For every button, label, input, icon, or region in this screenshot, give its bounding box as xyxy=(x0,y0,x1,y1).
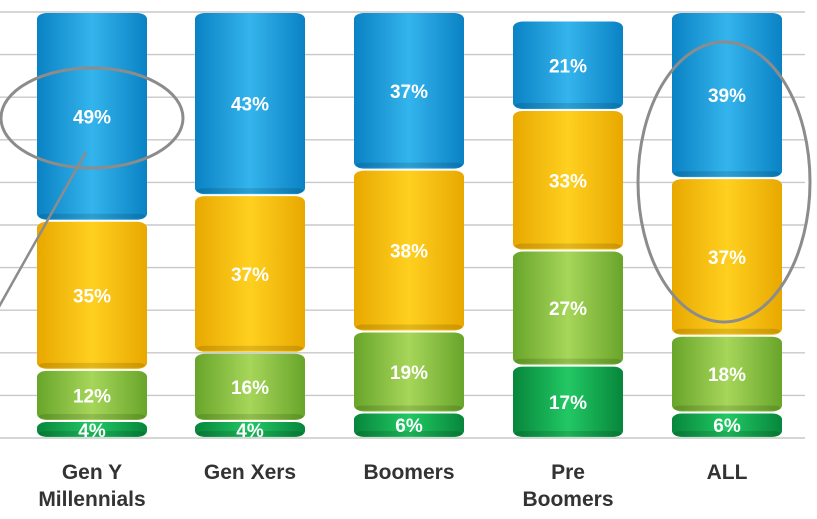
data-label: 33% xyxy=(549,171,587,192)
bar-segment xyxy=(672,413,782,437)
category-label: Gen Xers xyxy=(203,461,297,484)
bar-segment xyxy=(354,170,464,331)
bar-segment xyxy=(513,110,623,250)
bar-segment-shade xyxy=(515,431,621,436)
data-label: 16% xyxy=(231,378,269,399)
bar-stack: 6% 19% 38% 37% xyxy=(354,13,464,437)
data-label: 12% xyxy=(73,386,111,407)
data-label: 21% xyxy=(549,56,587,77)
bar-segment xyxy=(354,413,464,437)
bar-segment-shade xyxy=(197,431,303,436)
data-label: 27% xyxy=(549,299,587,320)
bar-segment-shade xyxy=(674,328,780,334)
category-label: Pre Boomers xyxy=(522,461,614,511)
bar-stack: 17% 27% 33% 21% xyxy=(513,21,623,437)
bars: 4% 12% 35% 49% 4% 16% 37% 43% 6% 19% 38% 37% 17% 27% 3… xyxy=(37,13,782,442)
bar-segment xyxy=(37,421,147,437)
bar-segment xyxy=(37,221,147,369)
bar-segment xyxy=(672,336,782,412)
bar-segment xyxy=(354,332,464,412)
bar-stack: 6% 18% 37% 39% xyxy=(672,13,782,437)
bar-segment-shade xyxy=(515,358,621,364)
bar-segment xyxy=(195,196,305,352)
bar-segment-shade xyxy=(197,413,303,419)
highlight-ellipse xyxy=(0,66,185,170)
pointer-line xyxy=(0,151,88,308)
data-label: 49% xyxy=(73,107,111,128)
data-label: 6% xyxy=(713,416,741,437)
data-label: 17% xyxy=(549,393,587,414)
bar-segment xyxy=(672,13,782,178)
bar-segment-shade xyxy=(39,413,145,419)
bar-segment-shade xyxy=(39,431,145,436)
bar-segment-shade xyxy=(356,405,462,411)
data-label: 18% xyxy=(708,365,746,386)
data-label: 43% xyxy=(231,95,269,116)
category-label: Gen Y Millennials xyxy=(38,461,146,511)
bar-segment xyxy=(513,21,623,109)
data-label: 4% xyxy=(236,421,264,442)
bar-segment xyxy=(513,366,623,437)
data-label: 35% xyxy=(73,286,111,307)
bar-segment xyxy=(354,13,464,169)
bar-segment-shade xyxy=(674,171,780,177)
bar-segment-shade xyxy=(515,243,621,249)
data-label: 39% xyxy=(708,86,746,107)
bar-segment-shade xyxy=(39,362,145,368)
data-label: 37% xyxy=(708,248,746,269)
bar-segment-shade xyxy=(356,431,462,436)
category-label: ALL xyxy=(706,461,748,484)
data-label: 38% xyxy=(390,242,428,263)
bar-segment-shade xyxy=(356,162,462,168)
bar-segment-shade xyxy=(356,324,462,330)
bar-segment-shade xyxy=(197,188,303,194)
highlight-annotations xyxy=(0,40,812,324)
bar-segment xyxy=(195,421,305,437)
bar-segment xyxy=(513,251,623,365)
data-label: 4% xyxy=(78,421,106,442)
data-label: 19% xyxy=(390,363,428,384)
bar-stack: 4% 16% 37% 43% xyxy=(195,13,305,442)
bar-segment-shade xyxy=(197,345,303,351)
bar-segment xyxy=(37,13,147,220)
bar-segment xyxy=(672,179,782,335)
bar-segment-shade xyxy=(674,405,780,411)
bar-segment xyxy=(195,13,305,195)
bar-segment-shade xyxy=(674,431,780,436)
data-label: 6% xyxy=(395,416,423,437)
bar-stack: 4% 12% 35% 49% xyxy=(37,13,147,442)
bar-segment xyxy=(37,370,147,420)
bar-segment-shade xyxy=(515,102,621,108)
data-label: 37% xyxy=(231,265,269,286)
category-label: Boomers xyxy=(363,461,455,484)
bar-segment-shade xyxy=(39,213,145,219)
data-label: 37% xyxy=(390,82,428,103)
highlight-ellipse xyxy=(636,40,812,324)
bar-segment xyxy=(195,353,305,420)
